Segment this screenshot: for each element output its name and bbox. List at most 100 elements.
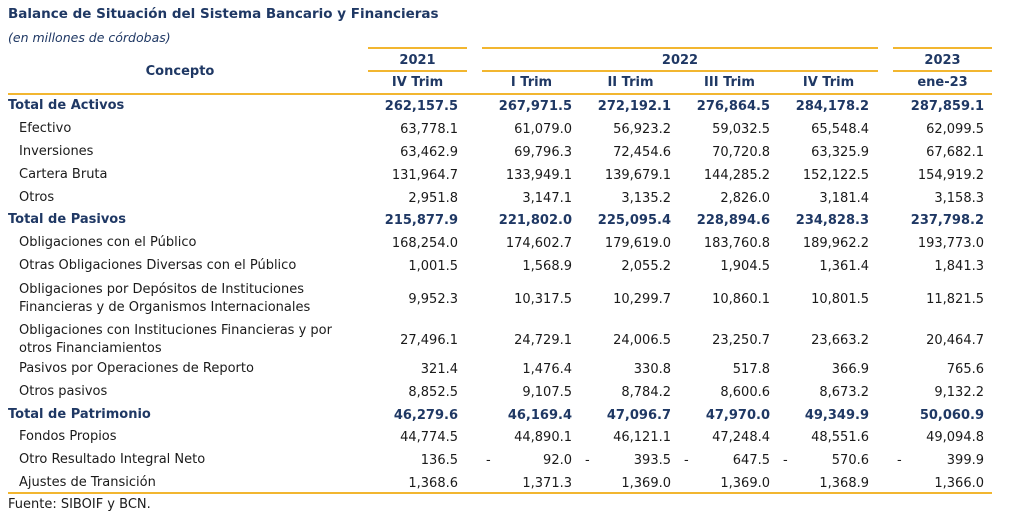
row-label-line: Cartera Bruta [19, 167, 108, 182]
value-cell: 50,060.9 [919, 408, 984, 423]
header-top-rule-2022 [482, 47, 878, 49]
row-label-line: Efectivo [19, 121, 72, 136]
period-header-2021-iv: IV Trim [391, 75, 444, 90]
table-row: Ajustes de Transición 1,368.6 1,371.3 1,369… [0, 474, 1016, 496]
header-bottom-rule [8, 93, 992, 95]
value-cell: 237,798.2 [910, 213, 984, 228]
row-label: Cartera Bruta [19, 166, 108, 184]
table-subtitle: (en millones de córdobas) [8, 30, 171, 45]
value-cell: 3,135.2 [621, 191, 671, 206]
value-cell: 44,774.5 [400, 430, 458, 445]
value-cell: 67,682.1 [926, 145, 984, 160]
value-cell: 193,773.0 [917, 236, 984, 251]
row-label-line: Obligaciones con Instituciones Financier… [19, 323, 332, 338]
header-top-rule-2021 [368, 47, 467, 49]
row-label: Otras Obligaciones Diversas con el Públi… [19, 257, 296, 275]
row-label-line: Otros [19, 190, 55, 205]
value-cell: 393.5 [633, 453, 671, 468]
value-cell: 23,250.7 [712, 333, 770, 348]
row-label-line: Otros pasivos [19, 384, 108, 399]
table-row: Otro Resultado Integral Neto 136.5 92.0-39… [0, 451, 1016, 473]
table-row: Obligaciones por Depósitos de Institucio… [0, 281, 1016, 321]
value-cell: 63,462.9 [400, 145, 458, 160]
header-mid-rule-2022 [482, 70, 878, 72]
value-cell: 154,919.2 [917, 168, 984, 183]
value-cell: 3,158.3 [934, 191, 984, 206]
value-cell: 1,369.0 [621, 476, 671, 491]
value-cell: 47,970.0 [705, 408, 770, 423]
negative-sign: - [585, 453, 590, 468]
value-cell: 9,132.2 [934, 385, 984, 400]
period-header-2022-iii: III Trim [704, 75, 755, 90]
row-label: Otros [19, 189, 54, 207]
table-total-row: Total de Patrimonio 46,279.6 46,169.4 47,09… [0, 406, 1016, 428]
year-header-2021: 2021 [399, 53, 436, 68]
year-header-2023: 2023 [924, 53, 961, 68]
row-label: Obligaciones con el Público [19, 234, 196, 252]
value-cell: 399.9 [946, 453, 984, 468]
table-total-row: Total de Activos 262,157.5 267,971.5 272,19… [0, 97, 1016, 119]
value-cell: 1,476.4 [522, 362, 572, 377]
period-header-2022-ii: II Trim [607, 75, 654, 90]
row-label-line: Ajustes de Transición [19, 475, 156, 490]
value-cell: 63,325.9 [811, 145, 869, 160]
value-cell: 23,663.2 [811, 333, 869, 348]
period-header-2023-ene: ene-23 [917, 75, 968, 90]
value-cell: 1,841.3 [934, 259, 984, 274]
value-cell: 2,826.0 [720, 191, 770, 206]
value-cell: 267,971.5 [498, 99, 572, 114]
value-cell: 139,679.1 [604, 168, 671, 183]
value-cell: 65,548.4 [811, 122, 869, 137]
value-cell: 10,860.1 [712, 292, 770, 307]
row-label: Efectivo [19, 120, 71, 138]
period-header-2022-iv: IV Trim [802, 75, 855, 90]
value-cell: 321.4 [420, 362, 458, 377]
table-row: Otros pasivos 8,852.5 9,107.5 8,784.2 8,600.… [0, 383, 1016, 405]
value-cell: 1,361.4 [819, 259, 869, 274]
row-label-line: otros Financiamientos [19, 341, 162, 356]
value-cell: 189,962.2 [802, 236, 869, 251]
row-label: Pasivos por Operaciones de Reporto [19, 360, 254, 378]
table-title: Balance de Situación del Sistema Bancari… [8, 6, 439, 22]
table-total-row: Total de Pasivos 215,877.9 221,802.0 225,09… [0, 211, 1016, 233]
row-label-line: Total de Pasivos [8, 212, 126, 227]
value-cell: 215,877.9 [384, 213, 458, 228]
negative-sign: - [684, 453, 689, 468]
value-cell: 765.6 [946, 362, 984, 377]
value-cell: 63,778.1 [400, 122, 458, 137]
row-label-line: Otras Obligaciones Diversas con el Públi… [19, 258, 297, 273]
value-cell: 2,951.8 [408, 191, 458, 206]
value-cell: 49,094.8 [926, 430, 984, 445]
value-cell: 61,079.0 [514, 122, 572, 137]
value-cell: 72,454.6 [613, 145, 671, 160]
table-row: Obligaciones con el Público 168,254.0 174,… [0, 234, 1016, 256]
value-cell: 27,496.1 [400, 333, 458, 348]
value-cell: 9,952.3 [408, 292, 458, 307]
value-cell: 221,802.0 [498, 213, 572, 228]
value-cell: 9,107.5 [522, 385, 572, 400]
table-row: Otras Obligaciones Diversas con el Públi… [0, 257, 1016, 279]
table-row: Efectivo 63,778.1 61,079.0 56,923.2 59,032.5… [0, 120, 1016, 142]
row-label: Ajustes de Transición [19, 474, 156, 492]
value-cell: 179,619.0 [604, 236, 671, 251]
value-cell: 46,279.6 [393, 408, 458, 423]
row-label: Otros pasivos [19, 383, 107, 401]
value-cell: 47,096.7 [606, 408, 671, 423]
value-cell: 56,923.2 [613, 122, 671, 137]
value-cell: 517.8 [732, 362, 770, 377]
value-cell: 1,371.3 [522, 476, 572, 491]
value-cell: 1,369.0 [720, 476, 770, 491]
table-row: Fondos Propios 44,774.5 44,890.1 46,121.1 47… [0, 428, 1016, 450]
row-label-line: Total de Patrimonio [8, 407, 151, 422]
negative-sign: - [783, 453, 788, 468]
value-cell: 48,551.6 [811, 430, 869, 445]
value-cell: 59,032.5 [712, 122, 770, 137]
value-cell: 10,801.5 [811, 292, 869, 307]
value-cell: 133,949.1 [505, 168, 572, 183]
row-label: Obligaciones con Instituciones Financier… [19, 322, 332, 358]
value-cell: 8,673.2 [819, 385, 869, 400]
row-label-line: Total de Activos [8, 98, 125, 113]
value-cell: 3,181.4 [819, 191, 869, 206]
row-label: Total de Pasivos [8, 211, 126, 229]
value-cell: 366.9 [831, 362, 869, 377]
